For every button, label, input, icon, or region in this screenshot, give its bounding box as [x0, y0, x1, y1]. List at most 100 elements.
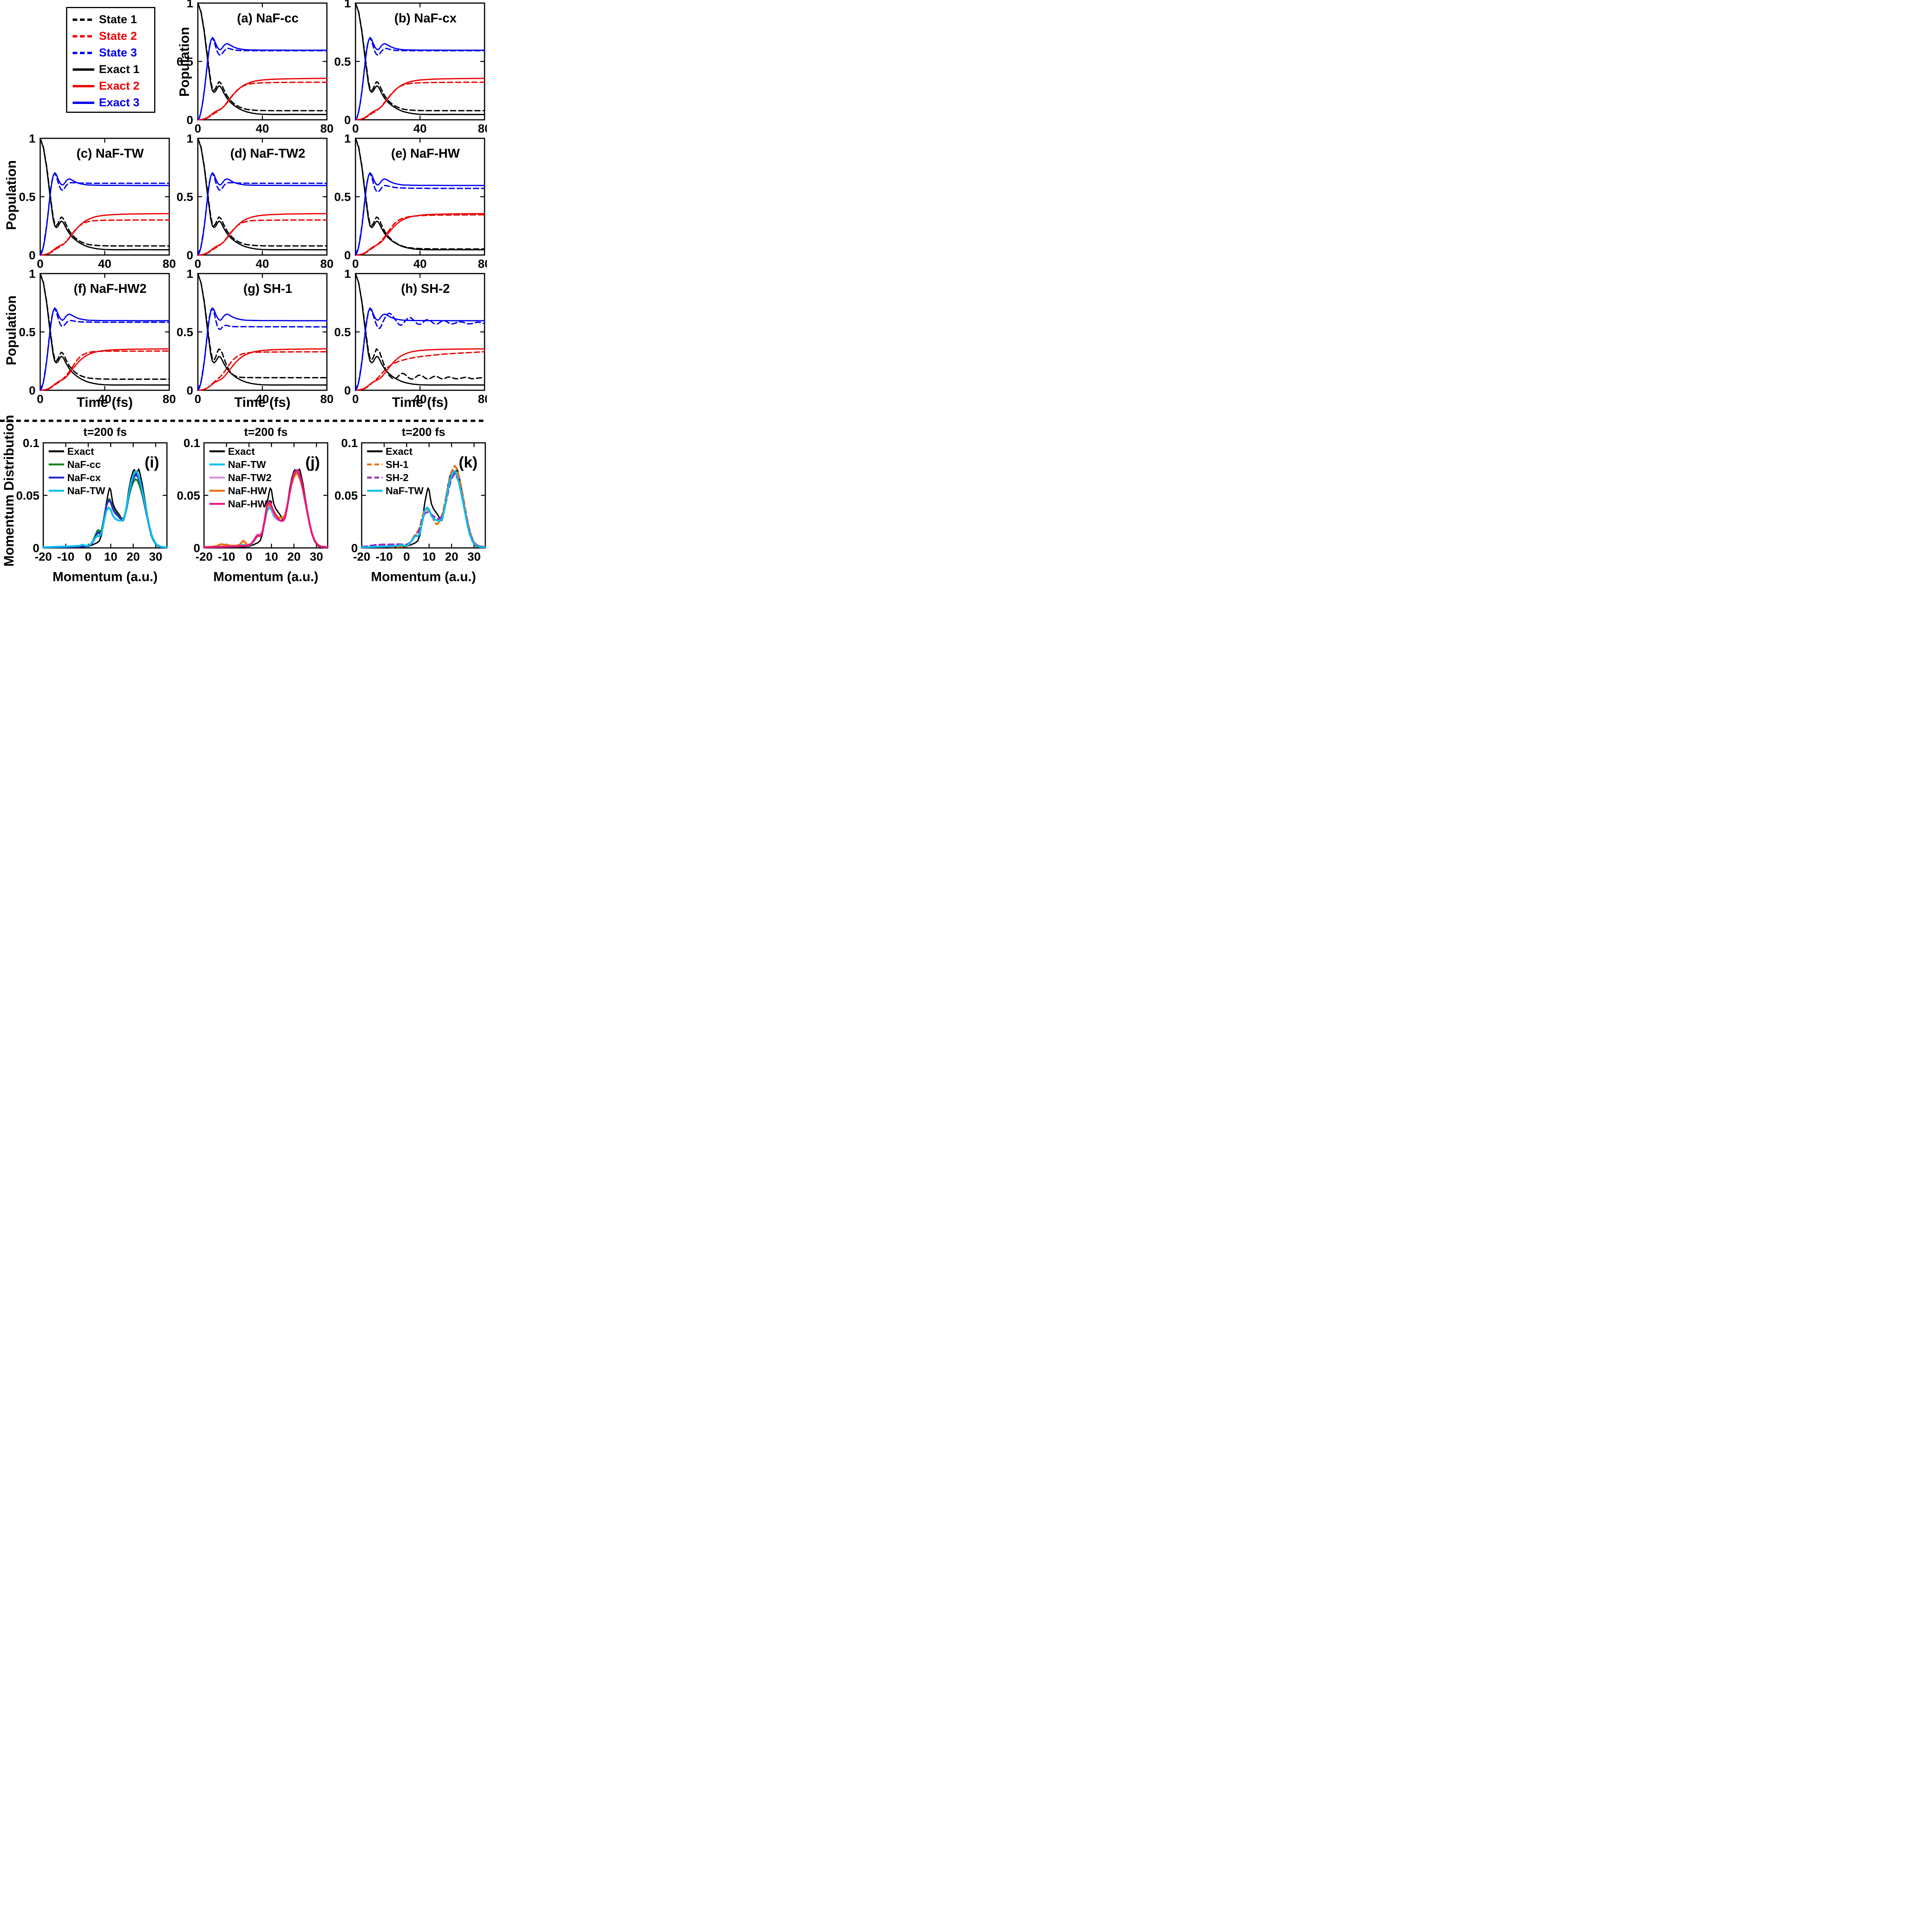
legend-entry-label: State 3: [99, 46, 137, 59]
x-tick-label: 0: [194, 392, 201, 406]
panel-h-sh-2: 0 40 80 0 0.5 1 (h) SH-2: [334, 267, 487, 406]
x-tick-label: 40: [98, 257, 111, 270]
legend-entry-exact-2: Exact 2: [67, 78, 154, 94]
x-tick-label: 40: [413, 122, 427, 135]
y-tick-label: 0.05: [16, 489, 39, 502]
legend-entry-label: Exact 3: [99, 96, 140, 109]
y-tick-label: 0: [187, 113, 193, 127]
series-exact-2: [197, 78, 328, 121]
y-tick-label: 0.1: [184, 436, 200, 450]
legend-entry-label: State 1: [99, 13, 137, 26]
x-tick-label: 80: [320, 392, 333, 406]
y-tick-label: 1: [187, 267, 193, 281]
series-state-2: [197, 219, 328, 256]
panel-title: (d) NaF-TW2: [230, 146, 305, 160]
panel-j-momentum: -20 -10 0 10 20 30 0 0.05 0.1 t=200 fs (j) Momentum…: [177, 426, 329, 584]
x-tick-label: 10: [265, 550, 278, 563]
x-tick-label: 80: [163, 257, 176, 270]
legend-entry-label: State 2: [99, 29, 137, 43]
panel-letter: (k): [459, 454, 478, 471]
dashed-line-swatch: [73, 51, 94, 54]
y-tick-label: 0.5: [19, 325, 36, 339]
legend-entry-state-2: State 2: [67, 28, 154, 44]
inplot-legend-label: NaF-TW2: [228, 472, 272, 483]
time-xlabel-1: Time (fs): [77, 395, 133, 410]
y-tick-label: 0.5: [177, 190, 193, 204]
series-state-3: [355, 308, 485, 391]
y-tick-label: 1: [344, 267, 351, 281]
x-tick-label: 80: [163, 392, 176, 406]
inplot-legend-label: NaF-HW: [228, 485, 267, 497]
series-exact-2: [355, 213, 485, 256]
inplot-legend-label: NaF-TW: [386, 485, 424, 497]
series-exact-2: [197, 348, 328, 391]
time-xlabel-3: Time (fs): [392, 395, 448, 410]
series-exact-3: [355, 172, 485, 256]
y-tick-label: 0.5: [334, 190, 351, 204]
x-tick-label: 20: [445, 550, 458, 563]
legend-entry-exact-3: Exact 3: [67, 94, 154, 111]
y-tick-label: 0.05: [177, 489, 200, 502]
inplot-legend-label: Exact: [386, 446, 413, 457]
series-exact-3: [39, 307, 170, 391]
panel-k-momentum: -20 -10 0 10 20 30 0 0.05 0.1 t=200 fs (k) Momentum…: [335, 426, 486, 584]
panel-time-title: t=200 fs: [402, 426, 446, 439]
series-state-2: [355, 82, 485, 121]
time-xlabel-2: Time (fs): [234, 395, 291, 410]
panel-g-sh-1: 0 40 80 0 0.5 1 (g) SH-1: [177, 267, 333, 406]
x-tick-label: -10: [376, 550, 393, 563]
inplot-legend-label: NaF-cc: [67, 459, 101, 470]
y-tick-label: 1: [187, 132, 193, 145]
x-tick-label: 0: [37, 392, 43, 406]
momentum-xlabel: Momentum (a.u.): [53, 570, 158, 584]
series-naf-tw: [361, 470, 486, 548]
series-exact-3: [197, 172, 328, 256]
x-tick-label: 40: [98, 392, 111, 406]
inplot-legend-label: SH-1: [386, 459, 408, 470]
series-state-3: [355, 37, 485, 121]
x-tick-label: 40: [256, 392, 269, 406]
series-exact-3: [39, 172, 170, 256]
panel-title: (h) SH-2: [401, 281, 450, 296]
x-tick-label: 0: [194, 122, 201, 135]
x-tick-label: 40: [413, 257, 427, 270]
series-sh-1: [361, 465, 486, 548]
section-divider-dashed-line: [0, 420, 487, 422]
y-tick-label: 0: [344, 113, 351, 127]
panel-title: (f) NaF-HW2: [74, 281, 147, 296]
panel-letter: (i): [145, 454, 159, 471]
y-tick-label: 0.5: [177, 325, 193, 339]
panel-time-title: t=200 fs: [83, 426, 127, 439]
legend-entry-label: Exact 2: [99, 79, 140, 92]
x-tick-label: 40: [256, 257, 269, 270]
y-tick-label: 0.1: [341, 436, 358, 450]
series-exact-2: [197, 213, 328, 256]
legend-entry-label: Exact 1: [99, 63, 140, 76]
x-tick-label: -10: [57, 550, 75, 563]
y-tick-label: 0.5: [334, 325, 351, 339]
panel-e-naf-hw: 0 40 80 0 0.5 1 (e) NaF-HW: [334, 132, 487, 270]
y-tick-label: 0: [344, 248, 351, 262]
x-tick-label: 0: [37, 257, 43, 270]
series-exact-3: [197, 37, 328, 121]
panel-a-naf-cc: 0 40 80 0 0.5 1 (a) NaF-cc: [177, 0, 333, 135]
series-state-3: [197, 307, 328, 391]
y-tick-label: 0: [187, 384, 193, 397]
legend-box: State 1 State 2 State 3 Exact 1 Exact 2 Exact…: [66, 7, 155, 113]
series-state-3: [197, 37, 328, 121]
series-exact-2: [39, 213, 170, 256]
panel-f-naf-hw2: 0 40 80 0 0.5 1 (f) NaF-HW2: [19, 267, 176, 406]
y-tick-label: 1: [187, 0, 193, 10]
momentum-xlabel: Momentum (a.u.): [371, 570, 476, 584]
legend-entry-exact-1: Exact 1: [67, 61, 154, 78]
x-tick-label: 80: [478, 392, 487, 406]
series-state-1: [197, 273, 328, 379]
y-tick-label: 0: [29, 384, 36, 397]
panel-time-title: t=200 fs: [244, 426, 288, 439]
legend-entry-state-3: State 3: [67, 44, 154, 61]
dashed-line-swatch: [73, 35, 94, 37]
momentum-xlabel: Momentum (a.u.): [213, 570, 318, 584]
panel-d-naf-tw2: 0 40 80 0 0.5 1 (d) NaF-TW2: [177, 132, 333, 270]
x-tick-label: 30: [149, 550, 162, 563]
series-state-1: [355, 273, 485, 380]
